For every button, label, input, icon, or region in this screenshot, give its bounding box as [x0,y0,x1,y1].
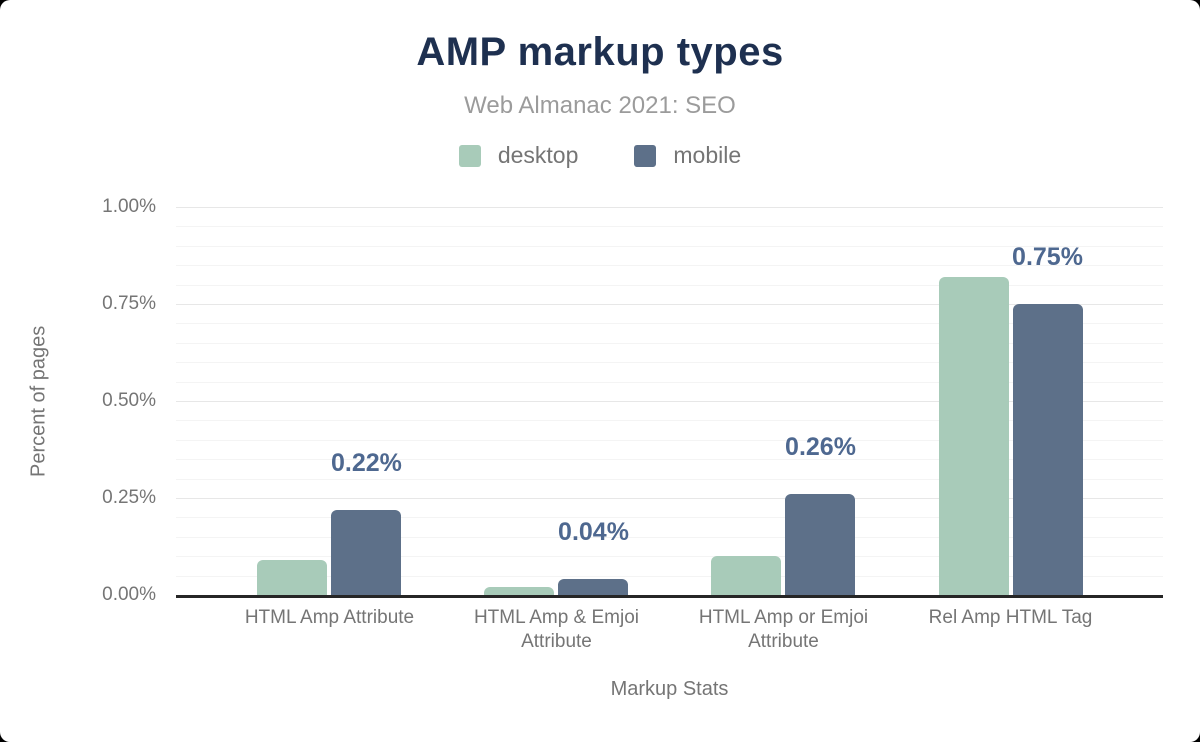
gridline-minor [176,439,1163,441]
x-tick-label: HTML Amp & Emjoi Attribute [473,607,640,652]
gridline-major [176,304,1163,305]
gridline-minor [176,265,1163,267]
gridline-minor [176,284,1163,286]
gridline-minor [176,342,1163,344]
y-tick-label: 0.00% [102,584,156,605]
bar-desktop-2[interactable] [711,556,782,595]
bar-desktop-1[interactable] [484,587,555,595]
chart-title: AMP markup types [416,30,784,74]
gridline-minor [176,575,1163,577]
y-tick-label: 0.50% [102,390,156,411]
bar-value-label: 0.75% [1012,243,1083,271]
gridline-minor [176,226,1163,228]
bar-value-label: 0.04% [558,518,629,547]
gridline-minor [176,556,1163,558]
x-tick-label: HTML Amp Attribute [244,607,415,628]
gridline-minor [176,420,1163,422]
bar-mobile-2[interactable] [785,494,856,595]
gridline-minor [176,459,1163,461]
bar-desktop-3[interactable] [938,276,1009,595]
x-axis-title: Markup Stats [610,678,729,700]
y-tick-label: 1.00% [102,196,156,217]
bar-mobile-1[interactable] [558,579,629,595]
bar-value-label: 0.22% [331,448,402,477]
gridline-major [176,498,1163,499]
x-tick-label: Rel Amp HTML Tag [928,607,1093,628]
gridline-major [176,401,1163,402]
y-axis-tick-labels: 0.00% 0.25% 0.50% 0.75% 1.00% [0,196,176,605]
gridline-minor [176,362,1163,364]
chart-subtitle: Web Almanac 2021: SEO [464,92,736,119]
legend-item-desktop[interactable]: desktop [458,142,579,169]
gridline-minor [176,245,1163,247]
bar-value-label: 0.26% [785,433,856,462]
gridline-minor [176,478,1163,480]
plot-area: 0.22% HTML Amp Attribute 0.04% HTML Amp & E… [176,207,1163,652]
bar-desktop-0[interactable] [257,560,328,595]
legend-label-desktop: desktop [497,142,579,168]
y-tick-label: 0.75% [102,293,156,314]
mobile-swatch-icon [634,144,657,167]
gridline-major [176,207,1163,208]
gridline-minor [176,381,1163,383]
legend: desktop mobile [0,142,1200,169]
legend-item-mobile[interactable]: mobile [634,142,741,169]
gridline-minor [176,323,1163,325]
desktop-swatch-icon [458,144,481,167]
bar-mobile-0[interactable] [331,509,402,595]
gridline-minor [176,517,1163,519]
gridline-minor [176,536,1163,538]
y-tick-label: 0.25% [102,487,156,508]
x-tick-label: HTML Amp or Emjoi Attribute [698,607,869,652]
legend-label-mobile: mobile [673,142,742,168]
bar-mobile-3[interactable] [1012,304,1083,595]
